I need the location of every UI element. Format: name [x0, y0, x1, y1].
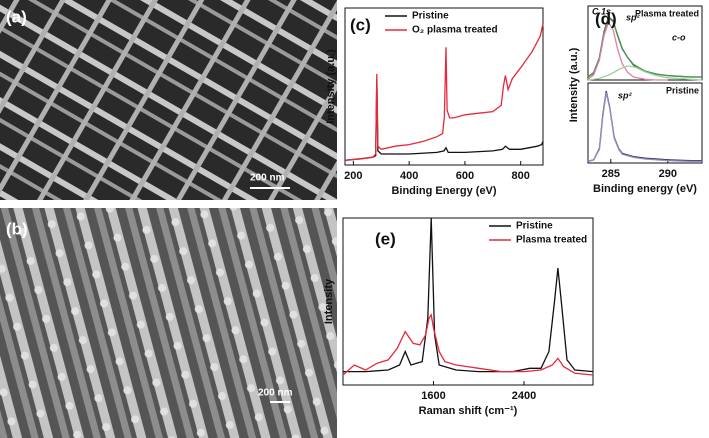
y-axis-label: Intensity (a.u.) — [325, 49, 337, 124]
x-tick-label: 285 — [602, 168, 620, 180]
legend-label: Pristine — [412, 11, 449, 22]
legend-label: O₂ plasma treated — [412, 25, 498, 36]
annotation: C 1s — [592, 6, 611, 16]
scale-label: 200 nm — [250, 173, 285, 184]
legend-label: Plasma treated — [516, 235, 587, 246]
panel-label: (e) — [375, 229, 396, 248]
x-axis-label: Binding Energy (eV) — [391, 185, 496, 197]
series-line — [587, 92, 702, 163]
series-line — [344, 23, 544, 161]
legend-label: Pristine — [516, 221, 553, 232]
x-axis-label: Binding energy (eV) — [593, 183, 697, 195]
panel-title: Pristine — [666, 85, 699, 95]
plot-frame — [342, 217, 594, 386]
x-tick-label: 600 — [456, 170, 474, 182]
panel-label: (b) — [6, 219, 28, 238]
panel-label: (d) — [595, 9, 617, 28]
panel-title: Plasma treated — [635, 8, 699, 18]
annotation: c-o — [672, 32, 686, 42]
y-axis-label: Intensity (a.u.) — [568, 47, 580, 122]
x-axis-label: Raman shift (cm⁻¹) — [419, 405, 518, 417]
x-tick-label: 2400 — [512, 390, 536, 402]
sem-image-a — [0, 0, 337, 200]
x-tick-label: 800 — [512, 170, 530, 182]
plot-frame — [344, 7, 544, 166]
y-axis-label: Intensity — [323, 278, 335, 324]
x-tick-label: 290 — [659, 168, 677, 180]
series-line — [587, 65, 703, 81]
annotation: sp² — [626, 12, 641, 22]
annotation: sp² — [618, 90, 633, 100]
plot-frame — [587, 5, 703, 81]
x-tick-label: 400 — [400, 170, 418, 182]
scale-label: 200 nm — [258, 388, 293, 399]
sem-image-b — [0, 208, 337, 438]
series-line — [342, 313, 594, 376]
series-line — [587, 20, 668, 81]
x-tick-label: 1600 — [421, 390, 445, 402]
series-line — [343, 217, 594, 373]
plot-frame — [587, 82, 703, 164]
panel-label: (a) — [6, 7, 27, 26]
panel-label: (c) — [350, 15, 371, 34]
x-tick-label: 200 — [344, 170, 362, 182]
